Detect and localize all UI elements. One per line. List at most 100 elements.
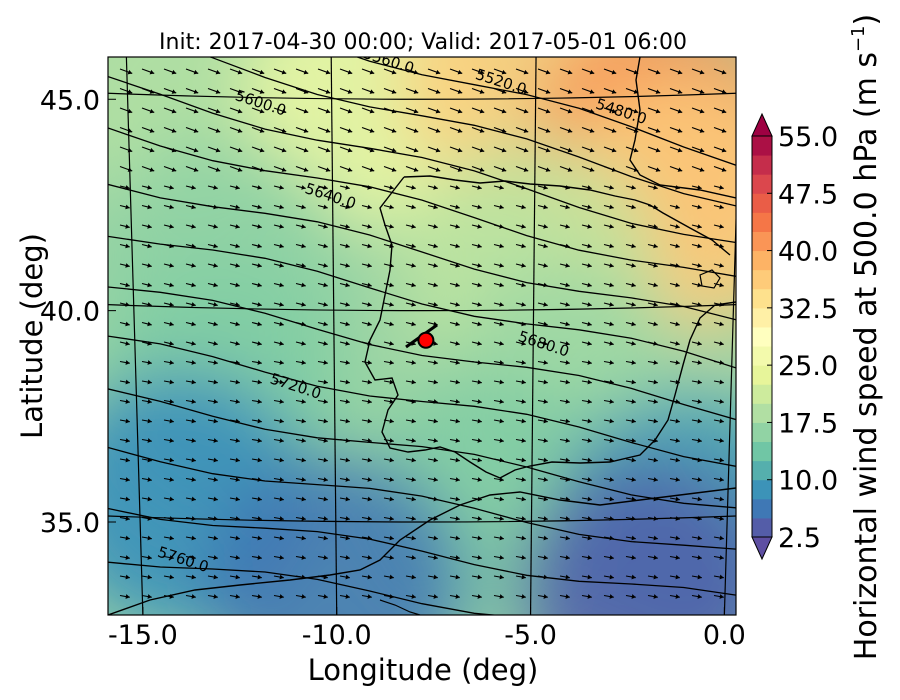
wind-arrow-head xyxy=(235,282,240,288)
wind-arrow-head xyxy=(455,360,460,365)
wind-arrow-head xyxy=(565,418,570,424)
wind-arrow-head xyxy=(279,204,284,210)
colorbar-tick-label: 47.5 xyxy=(778,179,838,210)
wind-arrow-head xyxy=(543,457,548,463)
wind-arrow-head xyxy=(169,535,174,541)
wind-arrow-head xyxy=(323,360,328,365)
wind-arrow-head xyxy=(565,321,570,327)
colorbar-segment xyxy=(752,326,772,347)
wind-arrow-head xyxy=(367,302,372,307)
wind-arrow-head xyxy=(589,147,595,153)
wind-arrow-head xyxy=(301,477,306,482)
wind-arrow-head xyxy=(345,496,350,502)
wind-arrow-head xyxy=(587,321,592,327)
wind-arrow-head xyxy=(477,302,482,307)
wind-arrow-head xyxy=(347,89,353,94)
wind-arrow-head xyxy=(367,438,372,443)
wind-arrow-head xyxy=(721,89,727,94)
wind-arrow-head xyxy=(301,399,306,404)
wind-arrow-head xyxy=(193,89,199,94)
wind-arrow-head xyxy=(149,108,155,114)
wind-arrow-head xyxy=(523,89,529,94)
wind-arrow-head xyxy=(125,302,130,307)
wind-arrow-head xyxy=(125,360,130,365)
wind-arrow-head xyxy=(147,418,152,424)
wind-arrow-head xyxy=(477,555,482,560)
wind-arrow-head xyxy=(191,341,196,346)
wind-arrow-head xyxy=(127,108,133,114)
wind-arrow-head xyxy=(609,555,614,560)
x-axis-label: Longitude (deg) xyxy=(308,653,539,687)
wind-arrow-head xyxy=(303,147,309,153)
wind-arrow-head xyxy=(675,438,680,443)
wind-arrow-head xyxy=(499,594,504,599)
wind-arrow-head xyxy=(565,496,570,502)
wind-arrow-head xyxy=(499,204,504,210)
wind-arrow-head xyxy=(171,69,177,75)
wind-arrow-head xyxy=(191,496,196,502)
wind-arrow-head xyxy=(257,360,262,365)
wind-arrow-head xyxy=(301,594,306,599)
wind-arrow-head xyxy=(499,496,504,502)
wind-arrow-head xyxy=(235,457,240,463)
wind-arrow-head xyxy=(147,341,152,346)
wind-arrow-head xyxy=(413,69,419,75)
contour-line xyxy=(108,446,736,550)
wind-arrow-head xyxy=(213,204,218,210)
wind-arrow-head xyxy=(675,535,680,541)
wind-arrow-head xyxy=(281,108,287,114)
parallel-line xyxy=(108,304,736,312)
wind-arrow-head xyxy=(279,224,284,229)
wind-arrow-head xyxy=(147,594,152,599)
wind-arrow-head xyxy=(147,204,152,210)
wind-arrow-head xyxy=(125,263,130,268)
wind-arrow-head xyxy=(279,438,284,443)
wind-arrow-head xyxy=(191,438,196,443)
wind-arrow-head xyxy=(565,574,570,580)
wind-arrow-head xyxy=(257,263,262,268)
wind-arrow-head xyxy=(147,224,152,229)
wind-arrow-head xyxy=(545,128,551,133)
wind-arrow-head xyxy=(411,360,416,365)
wind-arrow-head xyxy=(279,555,284,560)
wind-arrow-head xyxy=(257,418,262,424)
wind-arrow-head xyxy=(259,128,265,133)
wind-arrow-head xyxy=(653,341,658,346)
wind-arrow-head xyxy=(347,147,353,153)
wind-arrow-head xyxy=(259,89,265,94)
wind-arrow-head xyxy=(127,128,133,133)
wind-arrow-head xyxy=(125,477,130,482)
wind-arrow-head xyxy=(237,128,243,133)
wind-arrow-head xyxy=(565,594,570,599)
colorbar-extend-max xyxy=(751,112,773,137)
wind-arrow-head xyxy=(543,477,548,482)
wind-arrow-head xyxy=(127,167,133,172)
wind-arrow-head xyxy=(565,302,570,307)
wind-arrow-head xyxy=(323,594,328,599)
wind-arrow-head xyxy=(411,243,416,249)
wind-arrow-head xyxy=(367,457,372,463)
wind-arrow-head xyxy=(479,147,485,153)
wind-arrow-head xyxy=(257,457,262,463)
wind-arrow-head xyxy=(521,341,526,346)
wind-arrow-head xyxy=(719,574,724,580)
wind-arrow-head xyxy=(171,89,177,94)
wind-arrow-head xyxy=(191,516,196,521)
parallel-line xyxy=(108,515,736,523)
wind-arrow-head xyxy=(323,341,328,346)
wind-arrow-head xyxy=(169,302,174,307)
wind-arrow-head xyxy=(257,379,262,385)
wind-arrow-head xyxy=(455,516,460,521)
wind-arrow-head xyxy=(323,243,328,249)
wind-arrow-head xyxy=(455,418,460,424)
wind-arrow-head xyxy=(479,89,485,94)
wind-arrow-head xyxy=(433,185,438,190)
wind-arrow-head xyxy=(523,167,529,172)
wind-arrow-head xyxy=(125,594,130,599)
wind-arrow-head xyxy=(191,282,196,288)
wind-arrow-head xyxy=(565,379,570,385)
wind-arrow-head xyxy=(609,379,614,385)
wind-arrow-head xyxy=(367,535,372,541)
wind-arrow-head xyxy=(499,243,504,249)
wind-arrow-head xyxy=(367,243,372,249)
